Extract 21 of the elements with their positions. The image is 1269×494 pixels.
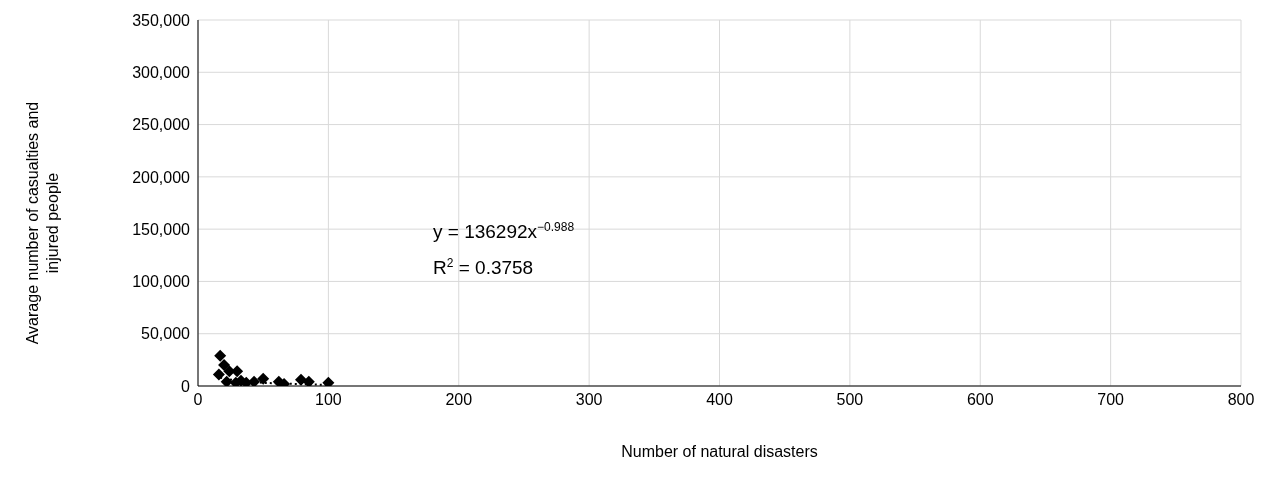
x-tick-label: 0 <box>193 391 203 409</box>
x-tick-label: 600 <box>966 391 994 409</box>
y-tick-label: 350,000 <box>132 11 191 29</box>
annotation: R$^{2}$ = 0.3758 <box>433 256 534 278</box>
annotation: y = 136292x$^{−0.988}$ <box>433 220 575 242</box>
x-tick-label: 800 <box>1227 391 1255 409</box>
y-axis-title: Avarage number of casualties and injured people <box>24 101 61 345</box>
x-tick-label: 400 <box>706 391 733 409</box>
x-tick-label: 200 <box>445 391 473 409</box>
x-tick-label: 300 <box>575 391 603 409</box>
x-axis-title: Number of natural disasters <box>621 443 818 461</box>
y-tick-label: 200,000 <box>132 168 191 186</box>
x-tick-label: 700 <box>1097 391 1125 409</box>
x-tick-label: 500 <box>836 391 864 409</box>
x-tick-label: 100 <box>315 391 342 409</box>
y-tick-label: 150,000 <box>132 220 191 238</box>
y-tick-label: 0 <box>181 377 191 395</box>
y-tick-label: 100,000 <box>132 273 191 291</box>
y-tick-label: 250,000 <box>132 116 191 134</box>
y-tick-label: 300,000 <box>132 63 191 81</box>
y-tick-label: 50,000 <box>141 325 191 343</box>
